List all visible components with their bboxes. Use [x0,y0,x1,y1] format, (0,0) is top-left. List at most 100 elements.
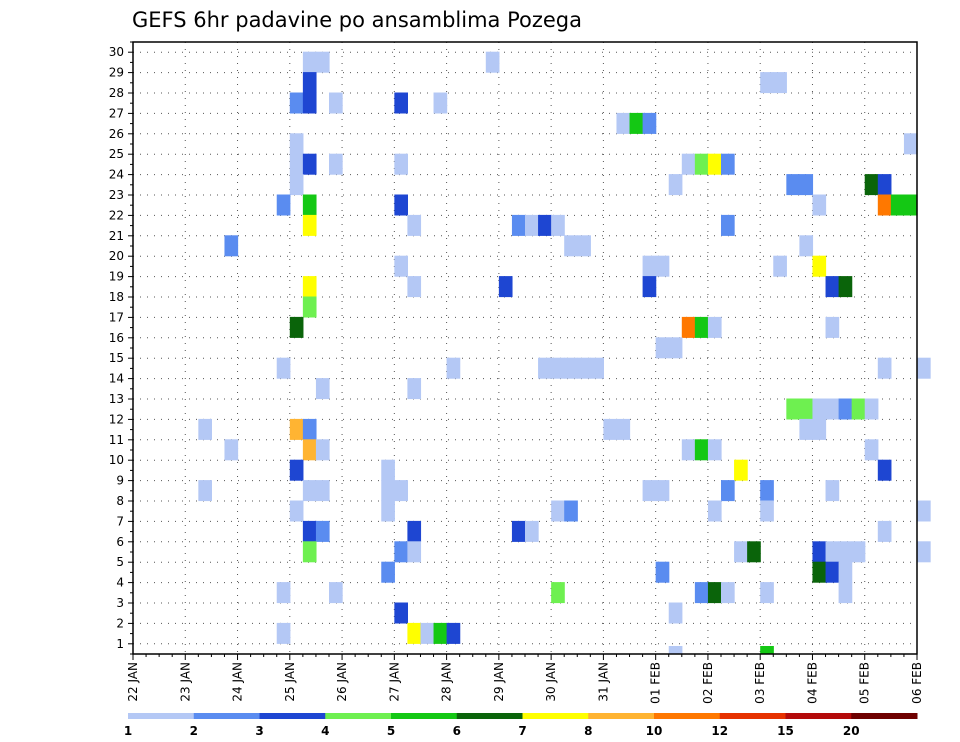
precip-cell [668,174,683,196]
precip-cell [786,398,800,420]
y-tick-label: 2 [116,616,124,630]
precip-cell [890,194,905,216]
colorbar-segment [654,713,721,719]
precip-cell [315,51,330,73]
y-tick-label: 15 [109,351,124,365]
y-tick-label: 13 [109,392,124,406]
precip-cell [394,194,408,216]
precip-cell [642,255,657,277]
precip-cell [812,255,827,277]
y-tick-label: 8 [116,494,124,508]
x-tick-label: 05 FEB [858,662,872,704]
precip-cell [877,459,892,481]
precip-cell [877,357,892,379]
precip-cell [812,418,827,440]
y-tick-label: 20 [109,249,124,263]
precip-cell [315,378,330,400]
precip-cell [407,622,422,644]
precip-cell [616,112,631,134]
precip-cell [616,418,631,440]
precip-cell [302,418,317,440]
precip-cell [734,541,748,563]
precip-cell [302,153,317,175]
precip-cell [498,276,513,298]
precip-cell [276,357,291,379]
x-tick-label: 04 FEB [805,662,819,704]
x-tick-label: 02 FEB [701,662,715,704]
precip-cell [381,480,395,502]
precip-cell [394,541,408,563]
precip-cell [302,439,317,461]
colorbar-segment [785,713,852,719]
precip-cell [655,561,670,583]
colorbar-legend: 1 2 3 4 5 6 7 8 10 12 15 20 [124,713,918,738]
y-tick-label: 22 [109,208,124,222]
precip-cell [289,418,304,440]
y-tick-label: 11 [109,433,124,447]
colorbar-label: 2 [190,724,198,738]
precip-cell [864,398,879,420]
colorbar-segment [325,713,392,719]
precip-cell [590,357,604,379]
precip-cell [877,194,892,216]
precip-cell [538,357,552,379]
precip-cell [681,153,696,175]
precip-cell [707,500,722,522]
precip-cell [289,133,304,155]
precip-cell [315,480,330,502]
y-tick-label: 26 [109,127,124,141]
precip-cell [433,622,448,644]
y-tick-label: 1 [116,637,124,651]
y-tick-label: 3 [116,596,124,610]
colorbar-label: 1 [124,724,132,738]
precip-cell [302,214,317,236]
precip-cell [642,480,657,502]
x-tick-label: 24 JAN [231,662,245,702]
colorbar-label: 6 [453,724,461,738]
x-tick-label: 27 JAN [387,662,401,702]
colorbar-label: 4 [321,724,329,738]
x-tick-label: 25 JAN [283,662,297,702]
precip-cell [707,582,722,604]
precip-cell [577,235,591,257]
precip-cell [681,439,696,461]
precip-cell [721,480,735,502]
precip-cell [198,480,212,502]
precip-cell [877,520,892,542]
x-tick-label: 01 FEB [649,662,663,704]
precip-cell [668,337,683,359]
precip-cell [655,337,670,359]
precip-cell [721,582,735,604]
precip-cell [786,174,800,196]
precip-cell [551,357,565,379]
x-tick-label: 31 JAN [596,662,610,702]
colorbar-label: 10 [646,724,663,738]
precip-cell [276,194,291,216]
precip-cell [224,235,239,257]
precip-cell [433,92,448,114]
y-tick-label: 16 [109,331,124,345]
precip-cell [289,500,304,522]
precip-cell [864,439,879,461]
precip-cell [538,214,552,236]
precip-cell [302,92,317,114]
y-tick-label: 27 [109,106,124,120]
x-tick-label: 30 JAN [544,662,558,702]
precip-cell [838,276,853,298]
precip-cell [394,602,408,624]
precip-cell [407,378,422,400]
precip-cell [877,174,892,196]
precip-cell [329,153,343,175]
precip-cell [917,500,931,522]
colorbar-segment [456,713,523,719]
y-tick-label: 23 [109,188,124,202]
precip-cell [694,439,709,461]
y-tick-label: 14 [109,372,124,386]
precip-cell [329,582,343,604]
precip-cell [446,622,461,644]
precip-cell [760,72,774,94]
precip-cell [551,214,565,236]
y-tick-label: 12 [109,412,124,426]
precip-cell [694,316,709,338]
